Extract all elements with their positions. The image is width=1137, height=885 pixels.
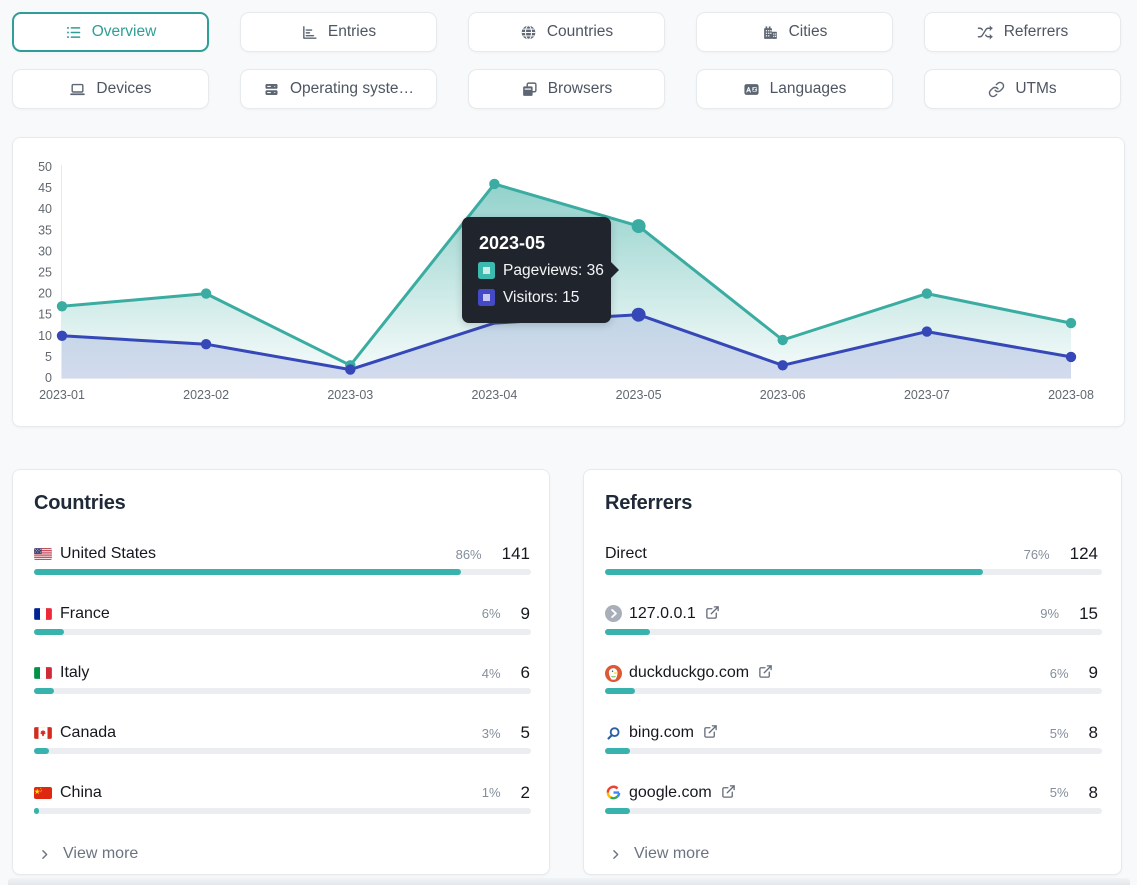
svg-text:15: 15 <box>38 308 52 322</box>
svg-text:20: 20 <box>38 287 52 301</box>
svg-text:30: 30 <box>38 244 52 258</box>
svg-text:2023-02: 2023-02 <box>183 388 229 402</box>
svg-text:5: 5 <box>45 350 52 364</box>
svg-text:2023-05: 2023-05 <box>616 388 662 402</box>
svg-text:40: 40 <box>38 202 52 216</box>
svg-text:2023-07: 2023-07 <box>904 388 950 402</box>
svg-text:2023-08: 2023-08 <box>1048 388 1094 402</box>
svg-text:0: 0 <box>45 371 52 385</box>
svg-text:2023-06: 2023-06 <box>760 388 806 402</box>
svg-text:50: 50 <box>38 160 52 174</box>
svg-text:2023-04: 2023-04 <box>471 388 517 402</box>
svg-text:10: 10 <box>38 329 52 343</box>
svg-text:2023-03: 2023-03 <box>327 388 373 402</box>
svg-text:2023-01: 2023-01 <box>39 388 85 402</box>
svg-text:45: 45 <box>38 181 52 195</box>
svg-text:35: 35 <box>38 223 52 237</box>
svg-text:25: 25 <box>38 266 52 280</box>
